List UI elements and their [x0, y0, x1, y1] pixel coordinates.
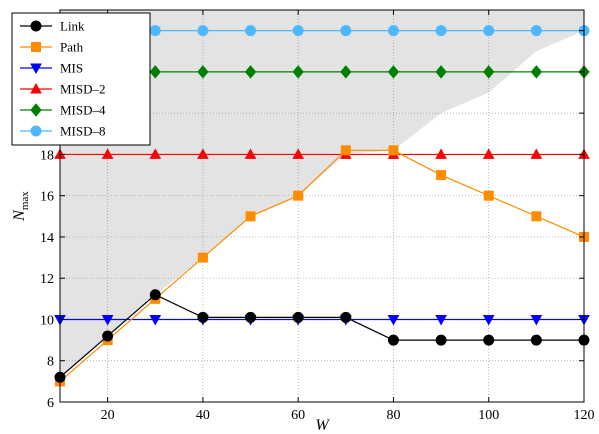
- legend-marker: [30, 82, 42, 94]
- data-point: [387, 314, 400, 326]
- y-tick-label: 18: [40, 148, 54, 163]
- data-point: [483, 334, 495, 346]
- data-point: [387, 65, 400, 79]
- legend-label: Path: [60, 40, 84, 55]
- legend-item: MIS: [20, 61, 83, 76]
- y-tick-label: 6: [47, 396, 54, 411]
- data-point: [483, 190, 494, 201]
- data-point: [292, 25, 304, 37]
- data-point: [436, 170, 447, 181]
- x-tick-label: 80: [386, 408, 400, 423]
- data-point: [101, 148, 114, 159]
- data-point: [292, 65, 304, 79]
- series-line: [59, 149, 585, 382]
- plot-frame: [59, 9, 585, 403]
- data-point: [340, 311, 352, 323]
- data-point: [149, 148, 162, 159]
- data-point: [483, 25, 495, 37]
- legend-item: MISD–4: [20, 103, 106, 118]
- data-point: [197, 148, 209, 159]
- data-point: [245, 211, 256, 222]
- data-point: [435, 334, 447, 346]
- data-point: [530, 334, 542, 346]
- data-point: [292, 311, 304, 323]
- legend-marker: [30, 125, 42, 137]
- legend-item: MISD–2: [20, 82, 106, 97]
- data-point: [149, 289, 161, 301]
- legend-label: MISD–2: [60, 82, 106, 97]
- series-3: [54, 148, 590, 159]
- data-point: [530, 148, 543, 159]
- tick-layer: 20406080100120681012141618202224: [40, 10, 595, 423]
- data-point: [530, 65, 543, 79]
- data-point: [435, 148, 447, 159]
- legend-marker: [31, 42, 41, 52]
- data-point: [245, 25, 257, 37]
- x-axis-label: W: [315, 417, 330, 434]
- legend-label: MIS: [60, 61, 83, 76]
- data-point: [197, 252, 208, 263]
- data-point: [482, 148, 495, 159]
- data-point: [435, 25, 447, 37]
- data-point: [340, 25, 352, 37]
- data-point: [388, 145, 399, 156]
- y-tick-label: 16: [40, 190, 54, 205]
- y-axis-label-main: N: [11, 209, 28, 222]
- legend-item: Path: [20, 40, 84, 55]
- x-tick-label: 40: [196, 408, 210, 423]
- data-point: [244, 148, 257, 159]
- legend-item: MISD–8: [20, 124, 106, 139]
- data-point: [101, 314, 114, 326]
- y-tick-label: 14: [40, 231, 54, 246]
- data-point: [149, 25, 161, 37]
- shaded-feasible-region: [60, 10, 584, 378]
- data-point: [340, 145, 351, 156]
- legend-marker: [30, 103, 42, 117]
- data-point: [197, 65, 209, 79]
- data-point: [387, 334, 399, 346]
- data-point: [482, 314, 495, 326]
- data-point: [435, 65, 447, 79]
- data-point: [244, 65, 257, 79]
- legend-label: Link: [60, 19, 85, 34]
- legend: Link Path MIS MISD–2 MISD–4 MISD–8: [11, 12, 151, 146]
- legend-label: MISD–8: [60, 124, 106, 139]
- y-tick-label: 12: [40, 272, 54, 287]
- data-point: [530, 25, 542, 37]
- data-point: [387, 25, 399, 37]
- legend-label: MISD–4: [60, 103, 106, 118]
- data-point: [293, 190, 304, 201]
- x-tick-label: 60: [291, 408, 305, 423]
- x-tick-label: 20: [101, 408, 115, 423]
- data-point: [102, 330, 114, 342]
- y-tick-label: 8: [47, 355, 54, 370]
- data-point: [531, 211, 542, 222]
- y-axis-label-subscript: max: [19, 191, 31, 210]
- legend-item: Link: [20, 19, 85, 34]
- series-0: [54, 289, 590, 383]
- y-tick-label: 10: [40, 313, 54, 328]
- data-point: [245, 311, 257, 323]
- data-point: [530, 314, 543, 326]
- data-point: [435, 314, 447, 326]
- legend-marker: [30, 20, 42, 32]
- x-tick-label: 120: [574, 408, 595, 423]
- data-point: [197, 25, 209, 37]
- shaded-region-layer: [60, 10, 584, 378]
- data-point: [340, 65, 352, 79]
- data-point: [149, 65, 161, 79]
- x-tick-label: 100: [478, 408, 499, 423]
- legend-marker: [30, 63, 42, 75]
- series-line: [59, 294, 584, 378]
- data-point: [197, 311, 209, 323]
- data-point: [149, 314, 162, 326]
- data-point: [292, 148, 305, 159]
- data-point: [483, 65, 495, 79]
- legend-box: [11, 12, 151, 146]
- y-axis-label: Nmax: [11, 191, 31, 222]
- series-layer: [54, 25, 590, 387]
